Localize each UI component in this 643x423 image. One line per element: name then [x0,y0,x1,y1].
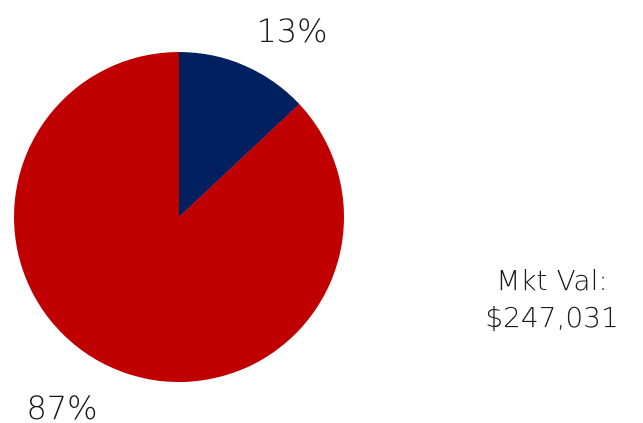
market-value-label: Mkt Val: [496,264,608,297]
market-value-amount: $247,031 [485,301,619,334]
market-value-box: Mkt Val: $247,031 [462,262,642,336]
slice-label-87: 87% [26,389,97,423]
slice-label-13: 13% [256,12,327,50]
pie-slice-13 [179,52,300,217]
pie-slice-87 [13,52,345,382]
